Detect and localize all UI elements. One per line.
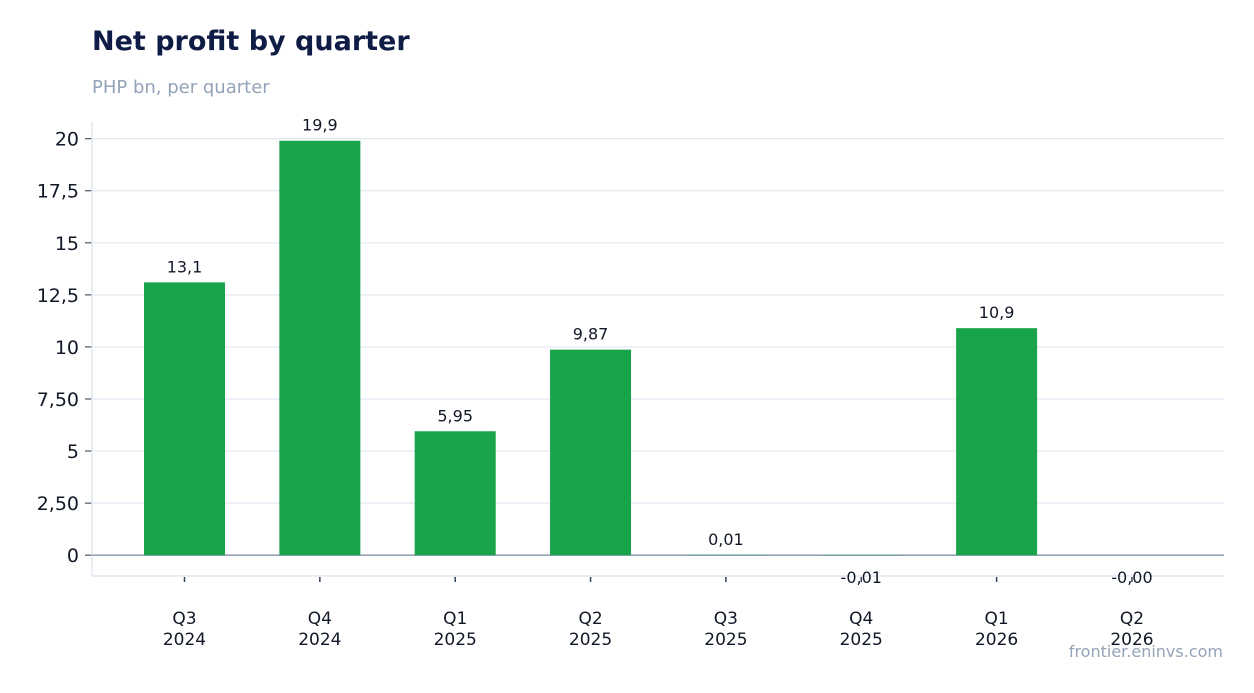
x-tick-label: Q1	[443, 609, 467, 629]
chart-title: Net profit by quarter	[92, 26, 410, 57]
x-tick-label-year: 2024	[163, 630, 206, 650]
grid-lines	[92, 138, 1224, 504]
axes: 02,5057,501012,51517,520Q32024Q42024Q120…	[37, 122, 1224, 650]
bar-value-label: 0,01	[708, 530, 744, 549]
y-tick-label: 0	[67, 545, 79, 567]
source-credit: frontier.eninvs.com	[1068, 642, 1223, 661]
x-tick-label: Q4	[308, 609, 332, 629]
bar-value-label: 9,87	[573, 325, 609, 344]
x-tick-label: Q2	[1120, 609, 1144, 629]
y-tick-label: 5	[67, 441, 79, 463]
x-tick-label-year: 2025	[840, 630, 883, 650]
x-tick-label: Q1	[984, 609, 1008, 629]
x-tick-label: Q3	[714, 609, 738, 629]
y-tick-label: 2,50	[37, 493, 79, 515]
x-tick-label-year: 2024	[298, 630, 341, 650]
x-tick-label: Q4	[849, 609, 873, 629]
x-tick-label-year: 2026	[975, 630, 1018, 650]
bars	[144, 140, 1173, 556]
y-tick-label: 10	[55, 337, 79, 359]
x-tick-label-year: 2025	[434, 630, 477, 650]
labels: 13,1 19,9 5,95 9,87 0,01 -0,01 10,9 -0,00	[167, 116, 1153, 587]
x-tick-label-year: 2025	[704, 630, 747, 650]
bar-value-label: 5,95	[437, 406, 473, 425]
chart-subtitle: PHP bn, per quarter	[92, 77, 270, 98]
x-tick-label: Q2	[578, 609, 602, 629]
bar	[956, 328, 1038, 556]
bar	[414, 431, 496, 556]
x-tick-label-year: 2026	[1110, 630, 1153, 650]
bar-value-label: -0,00	[1111, 568, 1152, 587]
bar-value-label: 19,9	[302, 116, 338, 135]
bar	[144, 282, 225, 556]
y-tick-label: 12,5	[37, 285, 79, 307]
bar-value-label: 10,9	[979, 303, 1015, 322]
bar-value-label: 13,1	[167, 257, 203, 276]
bar	[279, 140, 361, 556]
bar	[550, 349, 632, 556]
y-tick-label: 20	[55, 129, 79, 151]
y-tick-label: 17,5	[37, 181, 79, 203]
x-tick-label: Q3	[172, 609, 196, 629]
bar-value-label: -0,01	[841, 568, 882, 587]
x-tick-label-year: 2025	[569, 630, 612, 650]
y-tick-label: 15	[55, 233, 79, 255]
y-tick-label: 7,50	[37, 389, 79, 411]
